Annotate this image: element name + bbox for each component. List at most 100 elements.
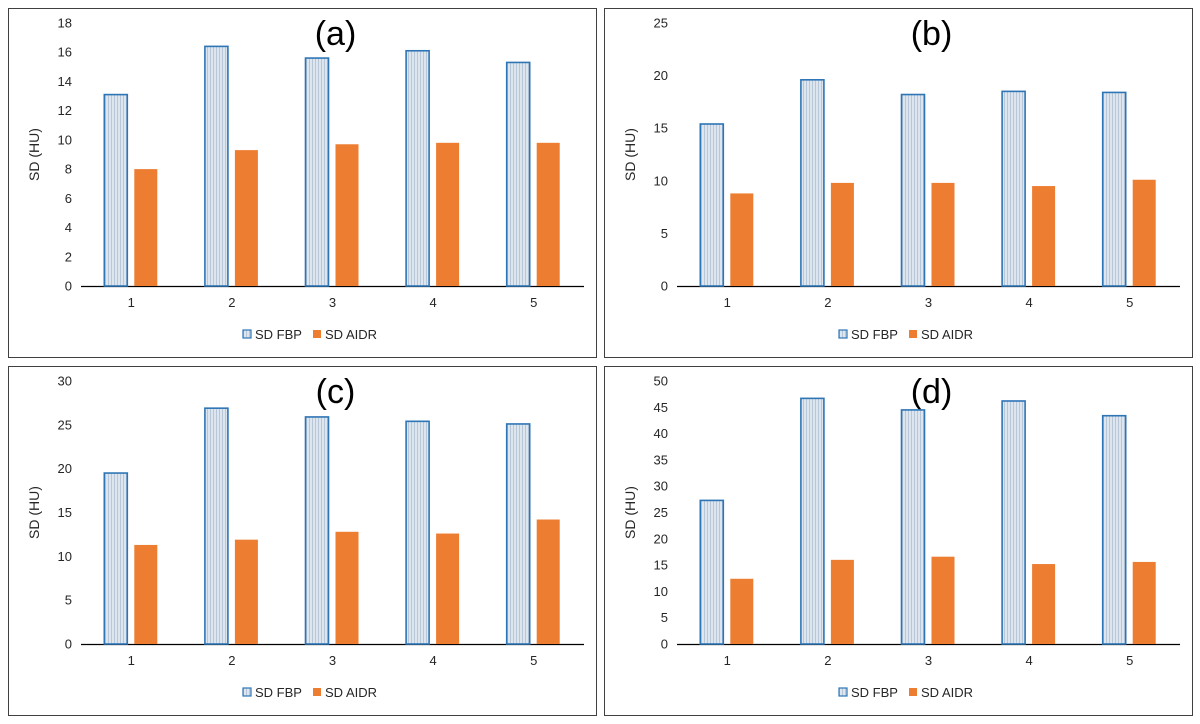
y-tick-label: 25 bbox=[654, 16, 668, 31]
x-tick-label: 3 bbox=[925, 295, 932, 310]
y-tick-label: 25 bbox=[654, 505, 668, 520]
bar-sd-aidr-3 bbox=[931, 556, 955, 644]
bar-sd-fbp-5 bbox=[1101, 414, 1127, 645]
x-tick-label: 1 bbox=[128, 295, 135, 310]
x-tick-label: 3 bbox=[329, 295, 336, 310]
bar-sd-fbp-2 bbox=[204, 407, 229, 645]
legend-swatch-sd-aidr bbox=[909, 688, 917, 696]
x-tick-label: 2 bbox=[228, 653, 235, 668]
y-tick-label: 16 bbox=[58, 45, 72, 60]
x-tick-label: 2 bbox=[824, 295, 831, 310]
y-tick-label: 30 bbox=[654, 479, 668, 494]
bar-sd-aidr-2 bbox=[234, 539, 258, 644]
bar-sd-fbp-3 bbox=[900, 409, 926, 645]
x-tick-label: 2 bbox=[824, 653, 831, 668]
y-tick-label: 20 bbox=[654, 531, 668, 546]
bar-sd-fbp-1 bbox=[103, 93, 129, 287]
chart-panel-d: (d) SD (HU) 0 5 10 15 20 25 30 35 40 45 50 1 2 3 4 5 SD FB… bbox=[604, 366, 1193, 716]
y-tick-label: 10 bbox=[58, 549, 72, 564]
bar-sd-fbp-4 bbox=[1001, 400, 1026, 645]
legend-label-sd-fbp: SD FBP bbox=[255, 327, 302, 342]
y-tick-label: 10 bbox=[654, 584, 668, 599]
y-tick-label: 10 bbox=[58, 132, 72, 147]
bar-sd-aidr-1 bbox=[134, 544, 158, 644]
bar-sd-aidr-5 bbox=[1132, 561, 1156, 644]
y-tick-label: 5 bbox=[661, 226, 668, 241]
chart-title-d: (d) bbox=[911, 373, 953, 411]
bar-sd-fbp-5 bbox=[505, 423, 531, 645]
bar-sd-fbp-3 bbox=[900, 93, 926, 287]
legend-swatch-sd-fbp bbox=[242, 687, 252, 697]
legend-swatch-sd-aidr bbox=[909, 330, 917, 338]
y-tick-label: 20 bbox=[58, 461, 72, 476]
bar-sd-aidr-1 bbox=[730, 193, 754, 286]
chart-title-b: (b) bbox=[911, 15, 953, 53]
bar-sd-aidr-4 bbox=[1032, 564, 1056, 644]
legend-label-sd-fbp: SD FBP bbox=[851, 685, 898, 700]
bar-sd-fbp-3 bbox=[304, 416, 330, 645]
bar-sd-aidr-4 bbox=[436, 142, 460, 286]
legend-swatch-sd-fbp bbox=[838, 329, 848, 339]
bar-sd-fbp-2 bbox=[800, 79, 825, 287]
x-tick-label: 2 bbox=[228, 295, 235, 310]
chart-panel-a: (a) SD (HU) 0 2 4 6 8 10 12 14 16 18 1 2 3 4 5 SD FBP SD A… bbox=[8, 8, 597, 358]
y-tick-label: 15 bbox=[58, 505, 72, 520]
y-tick-label: 40 bbox=[654, 426, 668, 441]
y-axis-label-a: SD (HU) bbox=[26, 128, 42, 181]
legend-swatch-sd-aidr bbox=[313, 330, 321, 338]
y-tick-label: 5 bbox=[65, 593, 72, 608]
legend-b: SD FBP SD AIDR bbox=[838, 327, 973, 342]
y-tick-label: 0 bbox=[65, 637, 72, 652]
y-tick-label: 20 bbox=[654, 68, 668, 83]
legend-label-sd-aidr: SD AIDR bbox=[921, 327, 973, 342]
y-tick-label: 15 bbox=[654, 558, 668, 573]
bar-sd-fbp-3 bbox=[304, 57, 330, 287]
x-tick-label: 4 bbox=[429, 653, 436, 668]
chart-panel-b: (b) SD (HU) 0 5 10 15 20 25 1 2 3 4 5 SD FBP SD AIDR bbox=[604, 8, 1193, 358]
bar-sd-fbp-4 bbox=[1001, 90, 1026, 287]
x-tick-label: 3 bbox=[329, 653, 336, 668]
x-tick-label: 4 bbox=[429, 295, 436, 310]
y-axis-label-c: SD (HU) bbox=[26, 486, 42, 539]
y-axis-label-d: SD (HU) bbox=[622, 486, 638, 539]
bar-sd-fbp-1 bbox=[699, 499, 725, 645]
y-tick-label: 0 bbox=[661, 279, 668, 294]
y-tick-label: 0 bbox=[661, 637, 668, 652]
y-tick-label: 10 bbox=[654, 173, 668, 188]
bar-sd-aidr-2 bbox=[234, 150, 258, 286]
x-tick-label: 5 bbox=[530, 653, 537, 668]
chart-svg-c: (c) SD (HU) 0 5 10 15 20 25 30 1 2 3 4 5 SD FBP SD AIDR bbox=[26, 373, 584, 700]
y-tick-label: 25 bbox=[58, 417, 72, 432]
legend-label-sd-fbp: SD FBP bbox=[851, 327, 898, 342]
y-tick-label: 14 bbox=[58, 74, 72, 89]
bar-sd-aidr-5 bbox=[536, 519, 560, 644]
legend-a: SD FBP SD AIDR bbox=[242, 327, 377, 342]
y-tick-label: 8 bbox=[65, 162, 72, 177]
x-tick-label: 4 bbox=[1025, 295, 1032, 310]
legend-d: SD FBP SD AIDR bbox=[838, 685, 973, 700]
legend-label-sd-fbp: SD FBP bbox=[255, 685, 302, 700]
legend-swatch-sd-fbp bbox=[242, 329, 252, 339]
y-tick-label: 0 bbox=[65, 279, 72, 294]
x-tick-label: 5 bbox=[530, 295, 537, 310]
y-tick-label: 4 bbox=[65, 220, 72, 235]
y-tick-label: 5 bbox=[661, 610, 668, 625]
y-tick-label: 12 bbox=[58, 103, 72, 118]
chart-title-a: (a) bbox=[315, 15, 357, 53]
legend-label-sd-aidr: SD AIDR bbox=[325, 327, 377, 342]
legend-swatch-sd-aidr bbox=[313, 688, 321, 696]
bar-sd-aidr-5 bbox=[1132, 179, 1156, 286]
chart-svg-b: (b) SD (HU) 0 5 10 15 20 25 1 2 3 4 5 SD FBP SD AIDR bbox=[622, 15, 1180, 342]
bar-sd-fbp-2 bbox=[800, 397, 825, 645]
bar-sd-aidr-3 bbox=[335, 144, 359, 286]
bar-sd-aidr-3 bbox=[335, 531, 359, 644]
bar-sd-aidr-5 bbox=[536, 142, 560, 286]
bar-sd-aidr-2 bbox=[830, 182, 854, 286]
legend-c: SD FBP SD AIDR bbox=[242, 685, 377, 700]
y-tick-label: 18 bbox=[58, 16, 72, 31]
bar-sd-fbp-1 bbox=[103, 472, 129, 645]
y-tick-label: 6 bbox=[65, 191, 72, 206]
bar-sd-fbp-4 bbox=[405, 420, 430, 645]
x-tick-label: 5 bbox=[1126, 295, 1133, 310]
